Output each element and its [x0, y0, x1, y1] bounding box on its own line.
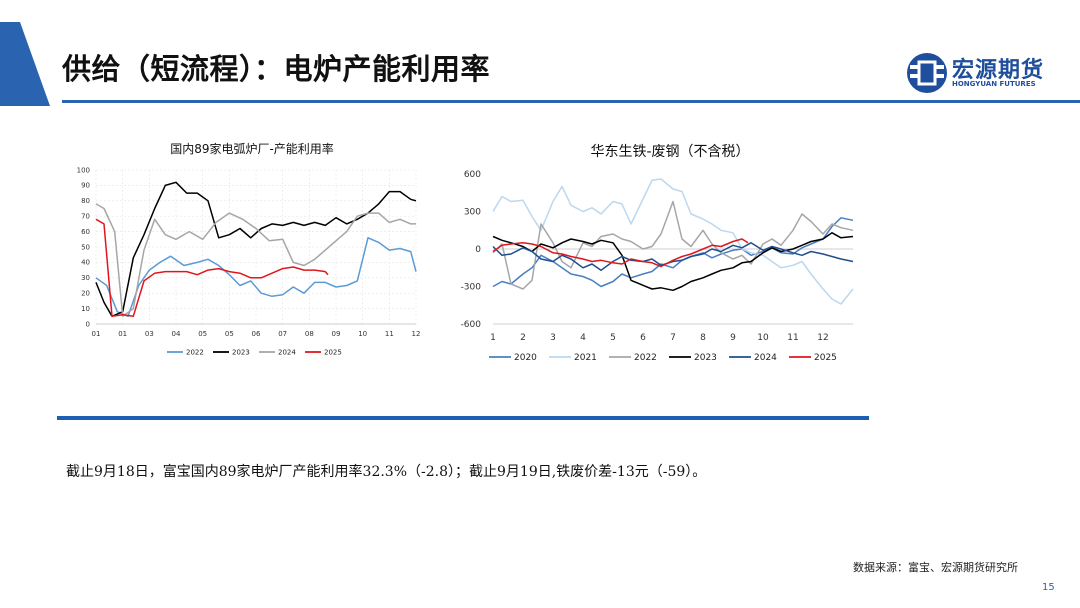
series-line-2024 [95, 203, 416, 318]
section-divider [57, 416, 869, 420]
y-tick-label: 70 [81, 213, 90, 221]
x-tick-label: 11 [787, 333, 798, 343]
logo-mark-icon [907, 53, 947, 93]
legend-label-2023: 2023 [694, 353, 717, 363]
x-tick-label: 01 [92, 330, 101, 338]
y-tick-label: 80 [81, 197, 90, 205]
x-tick-label: 04 [172, 330, 181, 338]
x-tick-label: 6 [640, 333, 646, 343]
legend-label-2022: 2022 [634, 353, 657, 363]
summary-text: 截止9月18日，富宝国内89家电炉厂产能利用率32.3%（-2.8）；截止9月1… [66, 464, 707, 480]
chart-title: 国内89家电弧炉厂-产能利用率 [170, 141, 334, 156]
series-line-2022 [492, 200, 854, 290]
x-tick-label: 9 [730, 333, 736, 343]
series-line-2025 [492, 238, 749, 268]
x-tick-label: 12 [412, 330, 421, 338]
series-line-2022 [95, 237, 417, 318]
x-tick-label: 4 [580, 333, 586, 343]
y-tick-label: 90 [81, 182, 90, 190]
page-number: 15 [1042, 582, 1055, 593]
series-line-2024 [492, 242, 854, 272]
y-tick-label: 600 [464, 170, 481, 180]
corner-accent [0, 22, 50, 106]
page-title: 供给（短流程）：电炉产能利用率 [62, 52, 491, 86]
x-tick-label: 12 [817, 333, 828, 343]
data-source: 数据来源：富宝、宏源期货研究所 [853, 561, 1018, 574]
legend-label-2024: 2024 [278, 348, 296, 356]
y-tick-label: 100 [77, 166, 90, 174]
legend-label-2025: 2025 [814, 353, 837, 363]
y-tick-label: 40 [81, 259, 90, 267]
legend-label-2024: 2024 [754, 353, 777, 363]
legend-label-2022: 2022 [186, 348, 204, 356]
y-tick-label: 10 [81, 305, 90, 313]
x-tick-label: 03 [145, 330, 154, 338]
x-tick-label: 1 [490, 333, 496, 343]
x-tick-label: 06 [252, 330, 261, 338]
x-tick-label: 8 [700, 333, 706, 343]
x-tick-label: 11 [385, 330, 394, 338]
y-tick-label: 20 [81, 290, 90, 298]
chart-title: 华东生铁-废钢（不含税） [590, 144, 749, 160]
y-tick-label: 60 [81, 228, 90, 236]
logo-text-cn: 宏源期货 [952, 58, 1045, 83]
x-tick-label: 08 [305, 330, 314, 338]
company-logo: 宏源期货 HONGYUAN FUTURES [906, 50, 1056, 96]
x-tick-label: 10 [757, 333, 769, 343]
logo-text-en: HONGYUAN FUTURES [952, 80, 1036, 88]
y-tick-label: 0 [86, 320, 90, 328]
series-line-2021 [492, 178, 854, 305]
x-tick-label: 3 [550, 333, 556, 343]
series-line-2025 [95, 218, 329, 318]
x-tick-label: 09 [332, 330, 341, 338]
series-line-2020 [492, 217, 854, 288]
x-tick-label: 7 [670, 333, 676, 343]
y-tick-label: 30 [81, 274, 90, 282]
legend-label-2025: 2025 [324, 348, 342, 356]
legend-label-2021: 2021 [574, 353, 597, 363]
y-tick-label: 50 [81, 243, 90, 251]
series-line-2023 [492, 232, 854, 292]
legend-label-2023: 2023 [232, 348, 250, 356]
y-tick-label: -600 [461, 320, 482, 330]
y-tick-label: 300 [464, 208, 481, 218]
x-tick-label: 5 [610, 333, 616, 343]
x-tick-label: 07 [278, 330, 287, 338]
y-tick-label: 0 [475, 245, 481, 255]
header-divider [62, 100, 1080, 103]
x-tick-label: 05 [225, 330, 234, 338]
x-tick-label: 10 [358, 330, 367, 338]
legend-label-2020: 2020 [514, 353, 537, 363]
x-tick-label: 01 [118, 330, 127, 338]
y-tick-label: -300 [461, 283, 482, 293]
x-tick-label: 05 [198, 330, 207, 338]
x-tick-label: 2 [520, 333, 526, 343]
